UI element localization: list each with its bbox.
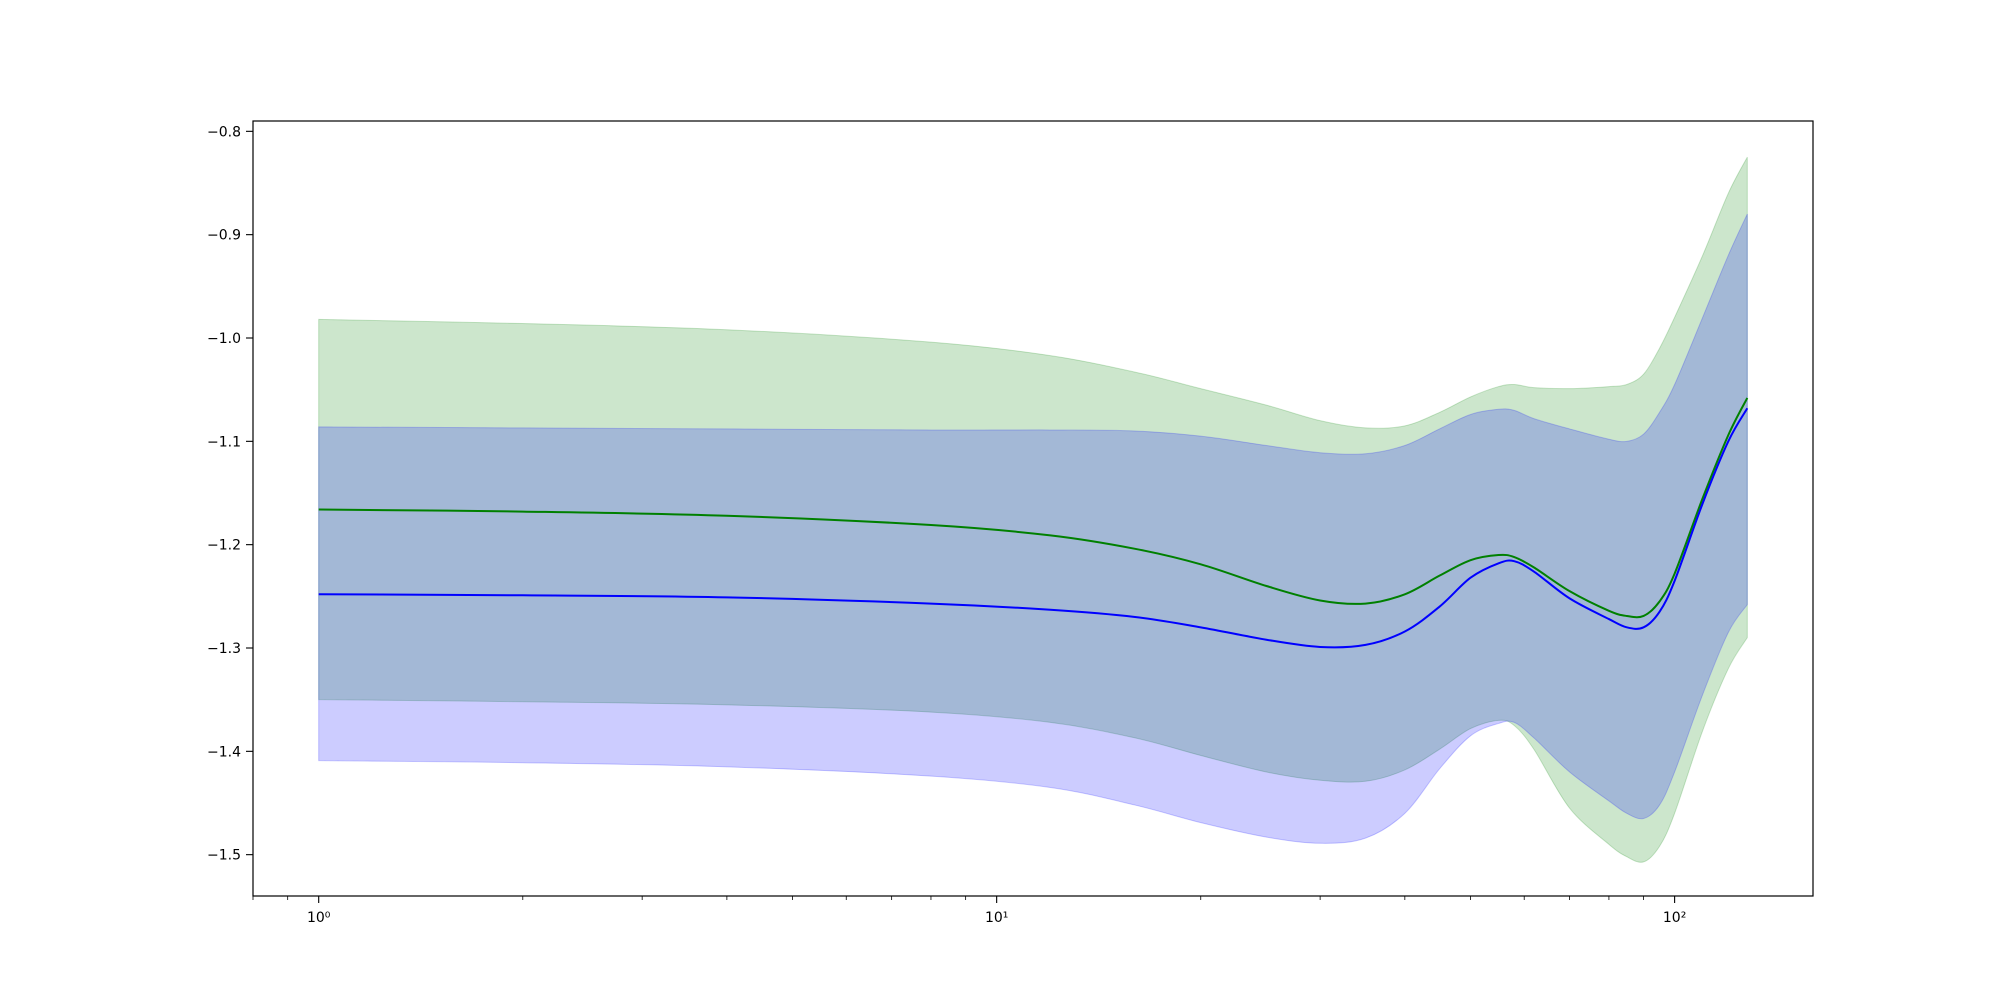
y-tick-label: −1.0 [207,331,241,347]
y-tick-label: −1.5 [207,848,241,864]
series-line-1 [318,397,1749,619]
lines-layer [318,397,1749,649]
y-tick-label: −0.9 [207,228,241,244]
x-tick-label: 10² [1663,910,1686,926]
y-tick-label: −1.4 [207,744,241,760]
confidence-band-1 [318,156,1748,863]
series-line-2 [318,407,1749,649]
x-axis: 10⁰ 10¹ 10² [252,896,1686,926]
y-tick-label: −1.2 [207,538,241,554]
y-tick-label: −0.8 [207,124,241,140]
confidence-band-2 [318,213,1748,844]
x-tick-label: 10¹ [985,910,1008,926]
y-tick-label: −1.3 [207,641,241,657]
x-tick-label: 10⁰ [307,910,331,926]
y-axis: −0.8 −0.9 −1.0 −1.1 −1.2 −1.3 −1.4 −1.5 [207,124,253,864]
bands-layer [318,156,1748,863]
plot-frame [252,120,1814,897]
y-tick-label: −1.1 [207,434,241,450]
